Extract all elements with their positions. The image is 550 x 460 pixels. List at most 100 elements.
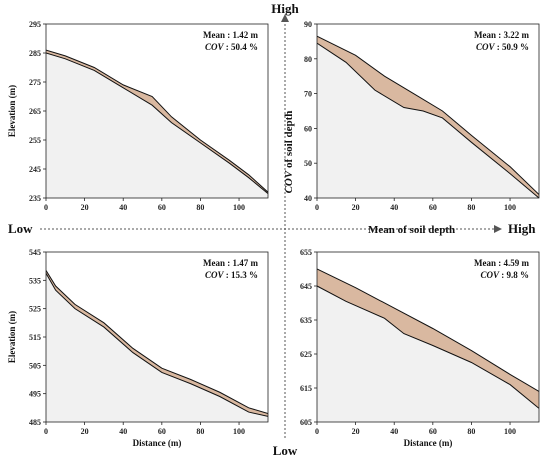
y-tick-label: 505	[29, 361, 41, 370]
y-tick-label: 605	[300, 418, 312, 427]
y-axis-label: Elevation (m)	[7, 85, 17, 137]
x-tick-label: 40	[119, 203, 127, 212]
cov-annotation-cov: COV	[480, 270, 500, 280]
x-axis-label: Distance (m)	[404, 438, 453, 448]
plot-frame	[316, 251, 540, 423]
y-tick-label: 495	[29, 390, 41, 399]
up-arrow-icon	[281, 14, 289, 22]
x-axis-label: Distance (m)	[133, 438, 182, 448]
cov-annotation-cov: COV	[205, 270, 225, 280]
x-tick-label: 40	[390, 427, 398, 436]
y-tick-label: 525	[29, 305, 41, 314]
x-tick-label: 100	[504, 203, 516, 212]
x-tick-label: 20	[81, 427, 89, 436]
y-tick-label: 535	[29, 276, 41, 285]
cov-annotation: COV : 50.4 %	[205, 42, 258, 52]
y-tick-label: 255	[29, 136, 41, 145]
mean-axis-label: Mean of soil depth	[368, 224, 455, 236]
x-tick-label: 60	[158, 427, 166, 436]
x-tick-label: 100	[233, 203, 245, 212]
x-tick-label: 80	[196, 427, 204, 436]
x-tick-label: 60	[158, 203, 166, 212]
plot-frame	[316, 23, 540, 199]
y-tick-label: 50	[304, 159, 312, 168]
bedrock-surface-line	[46, 273, 268, 417]
cov-annotation-cov: COV	[205, 42, 225, 52]
y-tick-label: 615	[300, 384, 312, 393]
y-axis-label: Elevation (m)	[7, 311, 17, 363]
x-tick-label: 20	[352, 427, 360, 436]
y-tick-label: 245	[29, 165, 41, 174]
cov-axis-rest: of soil depth	[283, 111, 295, 171]
x-tick-label: 100	[504, 427, 516, 436]
ground-surface-line	[46, 270, 268, 414]
x-tick-label: 60	[429, 427, 437, 436]
right-arrow-icon	[494, 225, 502, 233]
y-tick-label: 285	[29, 49, 41, 58]
y-tick-label: 265	[29, 107, 41, 116]
x-tick-label: 80	[196, 203, 204, 212]
plot-area	[46, 270, 268, 422]
x-tick-label: 60	[429, 203, 437, 212]
plot-area	[317, 35, 539, 198]
x-tick-label: 40	[119, 427, 127, 436]
y-tick-label: 635	[300, 316, 312, 325]
y-tick-label: 485	[29, 418, 41, 427]
x-tick-label: 40	[390, 203, 398, 212]
cov-annotation-value: : 15.3 %	[224, 270, 259, 280]
cov-annotation-cov: COV	[476, 42, 496, 52]
y-tick-label: 40	[304, 194, 312, 203]
bedrock-surface-line	[46, 52, 268, 195]
chart-panel-top-right: 40 50 60 70 80 90 0 20 40 60 80 100 Mean : 3.22 m COV…	[304, 20, 540, 212]
bedrock-area	[46, 53, 268, 198]
bedrock-area	[46, 273, 268, 422]
cov-annotation: COV : 50.9 %	[476, 42, 529, 52]
x-tick-label: 0	[44, 427, 48, 436]
y-tick-label: 275	[29, 78, 41, 87]
plot-area	[317, 268, 539, 422]
cov-annotation-value: : 50.4 %	[224, 42, 259, 52]
mean-annotation: Mean : 3.22 m	[474, 30, 529, 40]
y-tick-label: 545	[29, 248, 41, 257]
ground-surface-line	[317, 35, 539, 195]
bedrock-surface-line	[317, 42, 539, 198]
label-low-left: Low	[8, 221, 33, 236]
chart-panels: 235 245 255 265 275 285 295 0 20 40 60 80 100 Elevati…	[7, 20, 540, 448]
chart-panel-bottom-left: 485 495 505 515 525 535 545 0 20 40 60 80 100 Elevati…	[7, 248, 269, 448]
x-tick-label: 80	[467, 427, 475, 436]
y-tick-label: 60	[304, 124, 312, 133]
cov-axis-cov: COV	[283, 169, 295, 193]
label-high-top: High	[271, 1, 299, 16]
x-tick-label: 0	[315, 427, 319, 436]
mean-annotation: Mean : 4.59 m	[474, 258, 529, 268]
y-tick-label: 70	[304, 90, 312, 99]
y-tick-label: 655	[300, 248, 312, 257]
bedrock-area	[317, 286, 539, 422]
y-tick-label: 235	[29, 194, 41, 203]
x-tick-label: 80	[467, 203, 475, 212]
label-low-bottom: Low	[273, 443, 298, 458]
y-tick-label: 295	[29, 20, 41, 29]
y-tick-label: 645	[300, 282, 312, 291]
bedrock-area	[317, 43, 539, 198]
mean-annotation: Mean : 1.47 m	[203, 258, 258, 268]
y-tick-label: 90	[304, 20, 312, 29]
soil-layer-area	[317, 36, 539, 198]
x-tick-label: 0	[44, 203, 48, 212]
chart-panel-top-left: 235 245 255 265 275 285 295 0 20 40 60 80 100 Elevati…	[7, 20, 269, 212]
plot-area	[46, 49, 268, 198]
cov-annotation: COV : 15.3 %	[205, 270, 258, 280]
y-tick-label: 625	[300, 350, 312, 359]
x-tick-label: 100	[233, 427, 245, 436]
x-tick-label: 20	[352, 203, 360, 212]
label-high-right: High	[508, 221, 536, 236]
y-tick-label: 515	[29, 333, 41, 342]
chart-panel-bottom-right: 605 615 625 635 645 655 0 20 40 60 80 100 Distance (…	[300, 248, 540, 448]
ground-surface-line	[46, 49, 268, 193]
y-tick-label: 80	[304, 55, 312, 64]
bedrock-surface-line	[317, 285, 539, 409]
cov-annotation: COV : 9.8 %	[480, 270, 529, 280]
x-tick-label: 20	[81, 203, 89, 212]
mean-annotation: Mean : 1.42 m	[203, 30, 258, 40]
